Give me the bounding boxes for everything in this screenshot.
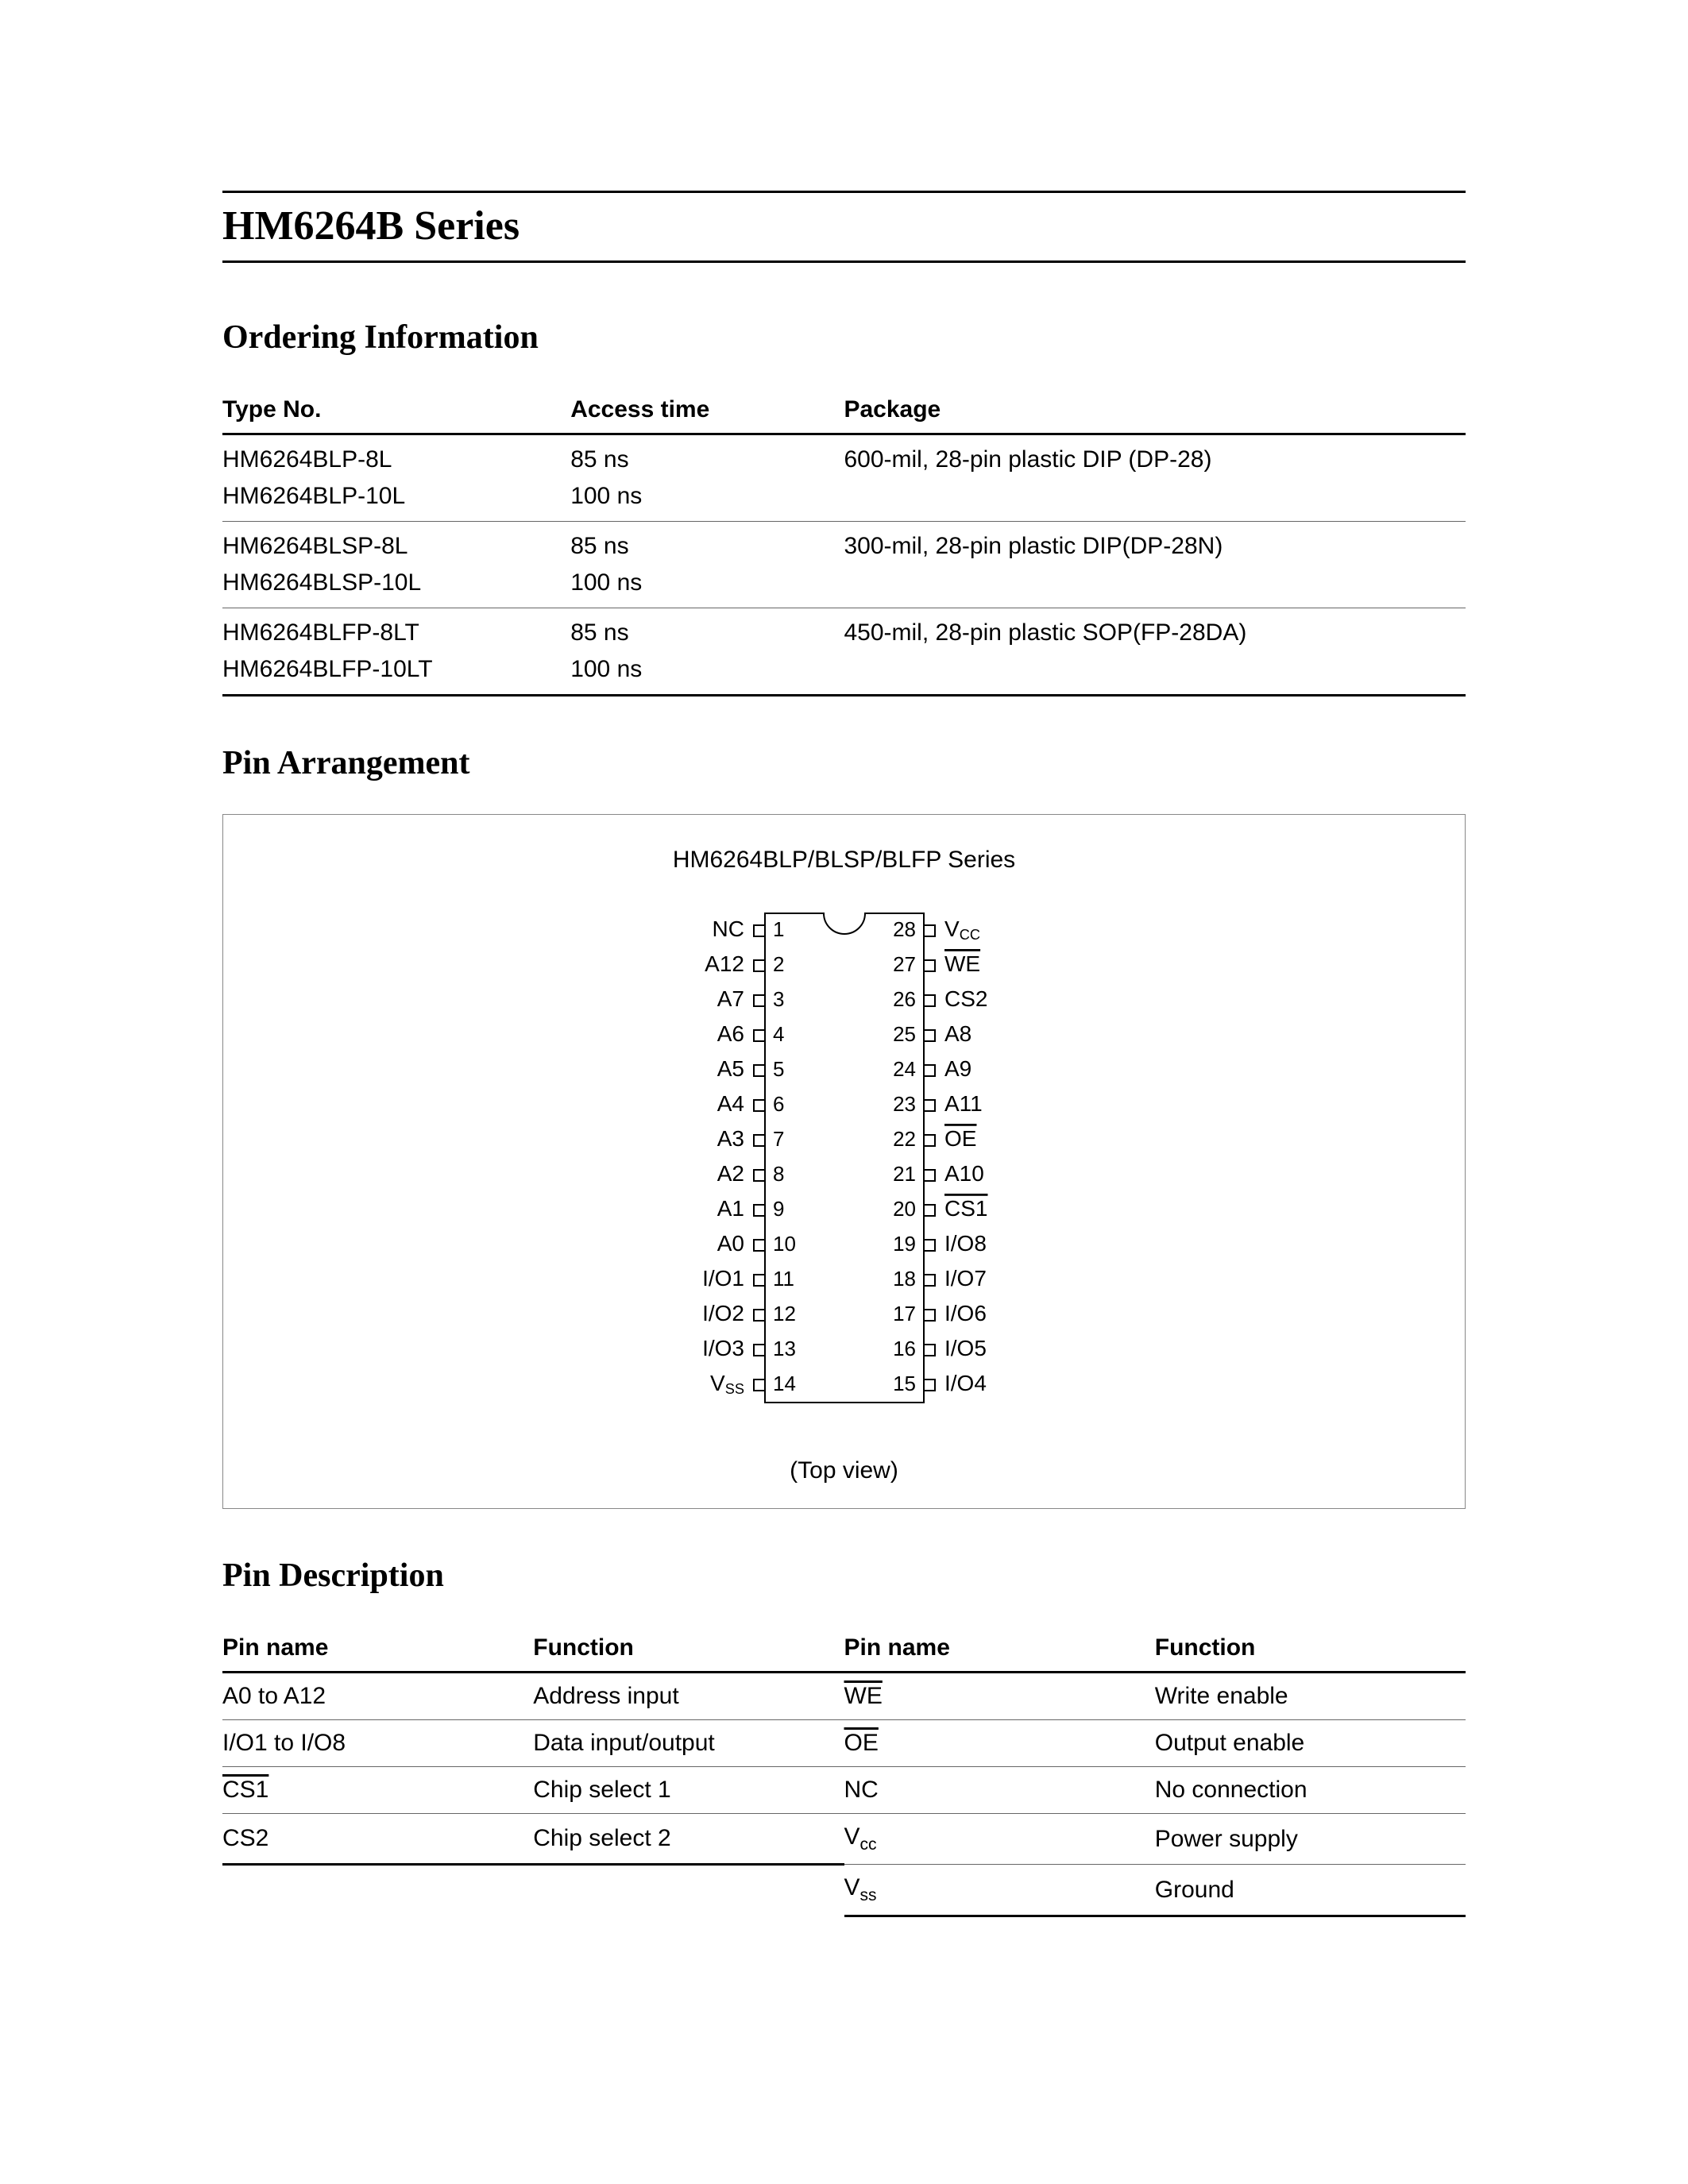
svg-text:10: 10 (773, 1232, 796, 1256)
table-row: HM6264BLFP-8LT85 ns450-mil, 28-pin plast… (222, 608, 1466, 652)
svg-text:VCC: VCC (944, 916, 980, 942)
svg-text:A9: A9 (944, 1056, 971, 1081)
series-title: HM6264B Series (222, 195, 1466, 263)
svg-text:7: 7 (773, 1127, 784, 1151)
svg-text:A4: A4 (717, 1091, 744, 1116)
svg-text:18: 18 (893, 1267, 916, 1291)
svg-text:8: 8 (773, 1162, 784, 1186)
table-header: Type No. (222, 388, 570, 434)
svg-text:16: 16 (893, 1337, 916, 1360)
svg-text:I/O2: I/O2 (702, 1301, 744, 1325)
pindesc-table: Pin nameFunctionPin nameFunction A0 to A… (222, 1626, 1466, 1917)
svg-text:A11: A11 (944, 1091, 983, 1116)
svg-text:A12: A12 (705, 951, 744, 976)
section-title-arrangement: Pin Arrangement (222, 744, 1466, 782)
svg-text:28: 28 (893, 917, 916, 941)
pinout-diagram-title: HM6264BLP/BLSP/BLFP Series (223, 847, 1465, 874)
table-row: HM6264BLFP-10LT100 ns (222, 651, 1466, 696)
svg-text:I/O8: I/O8 (944, 1231, 987, 1256)
table-header: Function (1155, 1626, 1466, 1673)
svg-text:12: 12 (773, 1302, 796, 1325)
svg-text:23: 23 (893, 1092, 916, 1116)
svg-text:A1: A1 (717, 1196, 744, 1221)
svg-text:I/O3: I/O3 (702, 1336, 744, 1360)
ordering-table: Type No.Access timePackage HM6264BLP-8L8… (222, 388, 1466, 696)
table-row: VssGround (222, 1865, 1466, 1916)
svg-text:17: 17 (893, 1302, 916, 1325)
svg-text:25: 25 (893, 1022, 916, 1046)
table-row: CS1Chip select 1NCNo connection (222, 1767, 1466, 1814)
pinout-view-label: (Top view) (223, 1457, 1465, 1484)
table-header: Function (533, 1626, 844, 1673)
table-row: CS2Chip select 2VccPower supply (222, 1814, 1466, 1865)
svg-text:A8: A8 (944, 1021, 971, 1046)
svg-text:1: 1 (773, 917, 784, 941)
table-header: Pin name (222, 1626, 533, 1673)
svg-text:A2: A2 (717, 1161, 744, 1186)
svg-text:20: 20 (893, 1197, 916, 1221)
svg-text:A0: A0 (717, 1231, 744, 1256)
svg-text:21: 21 (893, 1162, 916, 1186)
svg-text:OE: OE (944, 1126, 976, 1151)
svg-text:19: 19 (893, 1232, 916, 1256)
section-title-ordering: Ordering Information (222, 318, 1466, 357)
pinout-svg: NC 1 A12 2 A7 3 A6 4 A5 5 A4 6 A3 7 A2 8 A1 9 A0 10 I/O1 11 I/… (590, 897, 1099, 1437)
svg-text:NC: NC (712, 916, 744, 941)
table-row: A0 to A12Address inputWEWrite enable (222, 1673, 1466, 1720)
svg-text:4: 4 (773, 1022, 784, 1046)
svg-text:27: 27 (893, 952, 916, 976)
svg-text:2: 2 (773, 952, 784, 976)
svg-text:24: 24 (893, 1057, 916, 1081)
svg-text:I/O1: I/O1 (702, 1266, 744, 1291)
svg-text:I/O4: I/O4 (944, 1371, 987, 1395)
svg-text:A3: A3 (717, 1126, 744, 1151)
table-row: HM6264BLP-10L100 ns (222, 478, 1466, 522)
svg-text:CS2: CS2 (944, 986, 987, 1011)
svg-text:WE: WE (944, 951, 980, 976)
svg-text:3: 3 (773, 987, 784, 1011)
pinout-diagram: HM6264BLP/BLSP/BLFP Series NC1A122A73A64… (222, 814, 1466, 1509)
svg-text:11: 11 (773, 1267, 794, 1291)
svg-text:5: 5 (773, 1057, 784, 1081)
table-row: HM6264BLP-8L85 ns600-mil, 28-pin plastic… (222, 434, 1466, 479)
svg-text:CS1: CS1 (944, 1196, 987, 1221)
svg-text:I/O7: I/O7 (944, 1266, 987, 1291)
svg-text:A10: A10 (944, 1161, 984, 1186)
table-header: Access time (570, 388, 844, 434)
svg-text:9: 9 (773, 1197, 784, 1221)
svg-text:14: 14 (773, 1372, 796, 1395)
table-header: Pin name (844, 1626, 1155, 1673)
svg-text:15: 15 (893, 1372, 916, 1395)
svg-text:A6: A6 (717, 1021, 744, 1046)
table-header: Package (844, 388, 1466, 434)
svg-text:I/O5: I/O5 (944, 1336, 987, 1360)
table-row: I/O1 to I/O8Data input/outputOEOutput en… (222, 1720, 1466, 1767)
table-row: HM6264BLSP-10L100 ns (222, 565, 1466, 608)
svg-text:A5: A5 (717, 1056, 744, 1081)
header-top-rule (222, 191, 1466, 193)
svg-text:I/O6: I/O6 (944, 1301, 987, 1325)
table-row: HM6264BLSP-8L85 ns300-mil, 28-pin plasti… (222, 522, 1466, 565)
svg-text:22: 22 (893, 1127, 916, 1151)
svg-text:13: 13 (773, 1337, 796, 1360)
svg-text:26: 26 (893, 987, 916, 1011)
svg-text:VSS: VSS (710, 1371, 744, 1396)
svg-text:A7: A7 (717, 986, 744, 1011)
svg-text:6: 6 (773, 1092, 784, 1116)
section-title-pindesc: Pin Description (222, 1557, 1466, 1595)
